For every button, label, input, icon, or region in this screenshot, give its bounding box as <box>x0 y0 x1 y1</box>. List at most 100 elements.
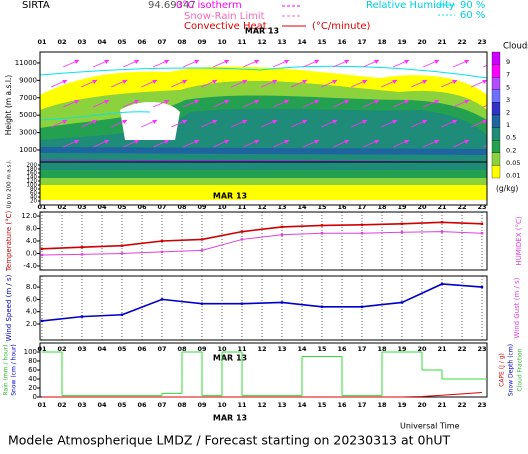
series-marker <box>80 315 84 318</box>
hour-label: 20 <box>417 203 427 211</box>
series-marker <box>40 253 44 257</box>
y-tick-label: 4.0 <box>26 308 37 316</box>
colorbar-label: 0.2 <box>506 146 516 154</box>
wind-arrow-head <box>482 80 487 84</box>
colorbar-title: Clouds <box>503 42 528 52</box>
hour-label: 04 <box>97 345 107 353</box>
wind-arrow-head <box>362 120 368 124</box>
wind-arrow <box>483 64 487 68</box>
hour-label: 12 <box>257 203 266 211</box>
y-tick-label: 180 <box>27 167 38 173</box>
hour-label: 16 <box>337 38 347 46</box>
y-tick-label: 8.0 <box>26 283 37 291</box>
hour-label: 03 <box>77 203 86 211</box>
series-marker <box>320 224 324 227</box>
colorbar-label: 1 <box>506 121 510 129</box>
series-marker <box>200 238 204 241</box>
hour-label: 13 <box>277 345 286 353</box>
y-tick-label: 120 <box>27 179 38 185</box>
hour-label: 06 <box>137 345 147 353</box>
hour-label: 08 <box>177 203 187 211</box>
wind-arrow-head <box>242 120 248 124</box>
series-marker <box>280 225 284 229</box>
series-marker <box>400 231 404 234</box>
x-axis-title: Universal Time <box>400 422 460 431</box>
series-marker <box>440 230 444 233</box>
wind-arrow-head <box>62 120 68 124</box>
wind-arrow-head <box>434 100 440 104</box>
series-marker <box>120 244 124 247</box>
axis-title: Height (m a.s.l.) <box>4 75 13 136</box>
hour-label: 05 <box>117 401 127 409</box>
y-tick-label: 11000 <box>15 59 37 67</box>
wind-arrow-head <box>374 140 380 144</box>
date-label: MAR 13 <box>213 192 247 201</box>
hour-label: 12 <box>257 401 266 409</box>
series-marker <box>200 249 204 252</box>
wind-arrow-head <box>122 80 128 84</box>
axis-title: Cloud Fraction <box>517 348 524 391</box>
hour-label: 03 <box>77 345 86 353</box>
series-marker <box>80 253 84 256</box>
cloud-teal <box>40 108 487 170</box>
wind-arrow-head <box>254 140 260 144</box>
wind-arrow-head <box>284 60 290 64</box>
series-marker <box>440 282 444 286</box>
hour-label: 01 <box>37 401 47 409</box>
wind-arrow-head <box>164 140 170 144</box>
hour-label: 23 <box>477 345 486 353</box>
series-marker <box>400 301 404 304</box>
colorbar-swatch <box>491 127 501 141</box>
hour-label: 16 <box>337 401 347 409</box>
y-tick-label: 80 <box>28 357 37 365</box>
series-marker <box>480 232 484 235</box>
series-marker <box>480 222 484 226</box>
hour-label: 11 <box>237 345 247 353</box>
hour-label: 22 <box>457 38 466 46</box>
axis-title: Wind Gust (m / s) <box>513 277 521 338</box>
series-marker <box>200 302 204 305</box>
colorbar-label: 9 <box>506 58 510 66</box>
hour-label: 05 <box>117 345 127 353</box>
hour-label: 02 <box>57 38 66 46</box>
wind-arrow-head <box>254 100 260 104</box>
hour-label: 01 <box>37 38 47 46</box>
hour-label: 12 <box>257 38 266 46</box>
colorbar-label: 0.05 <box>506 159 520 167</box>
hour-label: 19 <box>397 38 407 46</box>
series-marker <box>120 313 124 316</box>
wind-arrow-head <box>302 80 308 84</box>
wind-arrow-head <box>314 100 320 104</box>
series-marker <box>480 285 484 289</box>
hour-label: 01 <box>37 203 47 211</box>
y-tick-label: 20 <box>28 384 37 392</box>
series-marker <box>360 305 364 308</box>
wind-arrow-head <box>104 140 110 144</box>
header-text: SIRTA <box>22 0 50 11</box>
wind-arrow-head <box>164 100 170 104</box>
wind-arrow-head <box>104 100 110 104</box>
wind-arrow-head <box>374 60 380 64</box>
hour-label: 16 <box>337 345 347 353</box>
wind-arrow-head <box>344 140 350 144</box>
series-marker <box>280 301 284 304</box>
hour-label: 02 <box>57 401 66 409</box>
header-text: (°C/minute) <box>312 21 371 32</box>
hour-label: 09 <box>197 203 207 211</box>
wind-arrow-head <box>254 60 260 64</box>
header-text: 94.69347 <box>148 0 196 11</box>
y-tick-label: 0 <box>33 393 37 401</box>
hour-label: 04 <box>97 401 107 409</box>
wind-arrow-head <box>392 120 398 124</box>
wind-arrow-head <box>482 120 487 124</box>
hour-label: 05 <box>117 203 127 211</box>
wind-arrow-head <box>224 140 230 144</box>
series-marker <box>320 305 324 308</box>
series-marker <box>400 222 404 226</box>
hour-label: 07 <box>157 38 166 46</box>
wind-arrow-head <box>134 140 140 144</box>
wind-arrow-head <box>194 140 200 144</box>
hour-label: 12 <box>257 345 266 353</box>
hour-label: 10 <box>217 401 227 409</box>
colorbar-label: 5 <box>506 83 510 91</box>
